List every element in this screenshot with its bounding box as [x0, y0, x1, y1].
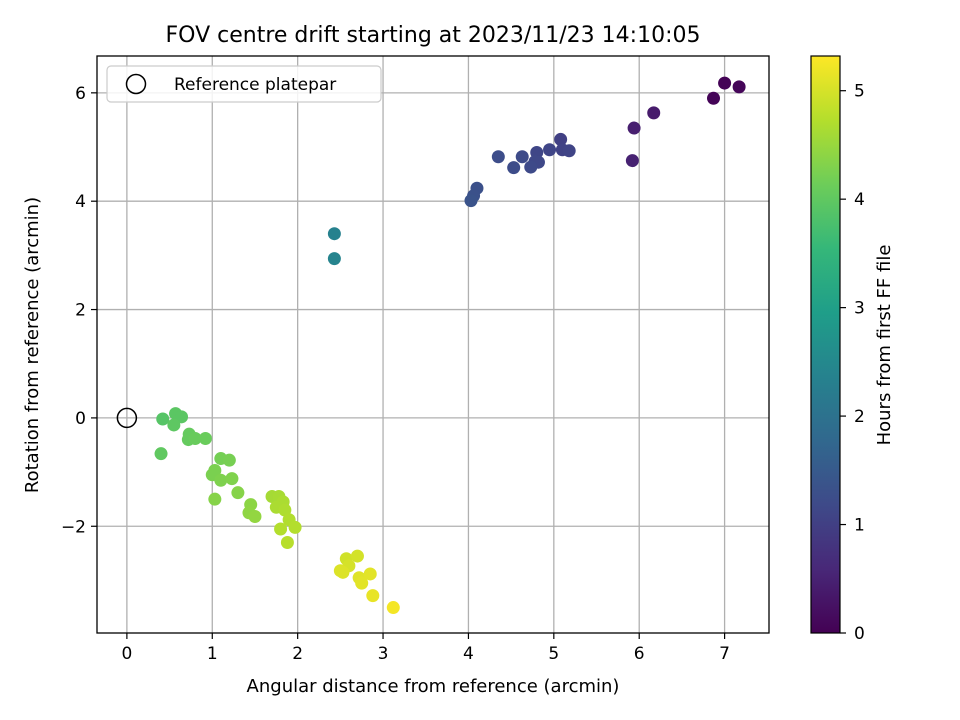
x-tick-label: 0 — [121, 644, 132, 664]
data-point — [214, 473, 228, 487]
colorbar-tick-label: 4 — [854, 190, 865, 210]
data-point — [507, 161, 521, 175]
x-tick-label: 5 — [548, 644, 559, 664]
data-point — [198, 431, 212, 445]
data-point — [562, 144, 576, 158]
colorbar-label: Hours from first FF file — [874, 245, 895, 446]
legend-box — [106, 65, 382, 103]
data-point — [732, 80, 746, 94]
y-tick-label: −2 — [61, 517, 86, 537]
y-tick-label: 6 — [75, 84, 86, 104]
data-point — [280, 536, 294, 550]
data-point — [231, 486, 245, 500]
data-point — [647, 106, 661, 120]
colorbar-tick-label: 3 — [854, 299, 865, 319]
data-point — [524, 160, 538, 174]
data-point — [625, 154, 639, 168]
y-axis-label: Rotation from reference (arcmin) — [22, 197, 43, 493]
y-tick-label: 4 — [75, 192, 86, 212]
colorbar-tick-label: 0 — [854, 624, 865, 644]
data-point — [288, 520, 302, 534]
colorbar-tick-label: 1 — [854, 516, 865, 536]
data-point — [464, 194, 478, 208]
data-point — [350, 549, 364, 563]
reference-platepar-marker — [116, 407, 138, 429]
data-point — [386, 601, 400, 615]
data-point — [327, 227, 341, 241]
x-tick-label: 7 — [719, 644, 730, 664]
data-point — [208, 492, 222, 506]
data-point — [167, 418, 181, 432]
x-tick-label: 3 — [378, 644, 389, 664]
data-point — [222, 453, 236, 467]
data-point — [154, 447, 168, 461]
data-point — [515, 150, 529, 164]
colorbar-tick-label: 2 — [854, 407, 865, 427]
data-point — [366, 589, 380, 603]
data-point — [491, 150, 505, 164]
data-point — [156, 412, 170, 426]
x-tick-label: 4 — [463, 644, 474, 664]
data-point — [363, 567, 377, 581]
data-point — [718, 76, 732, 90]
x-axis-label: Angular distance from reference (arcmin) — [247, 676, 620, 697]
data-point — [225, 472, 239, 486]
data-point — [327, 252, 341, 266]
legend-label: Reference platepar — [174, 75, 336, 95]
data-point — [175, 410, 189, 424]
data-point — [274, 522, 288, 536]
data-point — [543, 143, 557, 157]
legend-marker — [125, 73, 147, 95]
data-point — [706, 91, 720, 105]
data-point — [554, 132, 568, 146]
colorbar-tick-label: 5 — [854, 82, 865, 102]
data-point — [627, 121, 641, 135]
data-point — [336, 565, 350, 579]
chart-title: FOV centre drift starting at 2023/11/23 … — [166, 23, 701, 48]
legend: Reference platepar — [106, 65, 382, 103]
x-tick-label: 6 — [634, 644, 645, 664]
data-point — [355, 576, 369, 590]
colorbar — [810, 55, 841, 634]
y-tick-label: 0 — [75, 409, 86, 429]
data-point — [248, 510, 262, 524]
y-tick-label: 2 — [75, 301, 86, 321]
data-point — [188, 431, 202, 445]
x-tick-label: 2 — [292, 644, 303, 664]
plot-frame — [96, 55, 770, 634]
x-tick-label: 1 — [207, 644, 218, 664]
data-point — [278, 503, 292, 517]
